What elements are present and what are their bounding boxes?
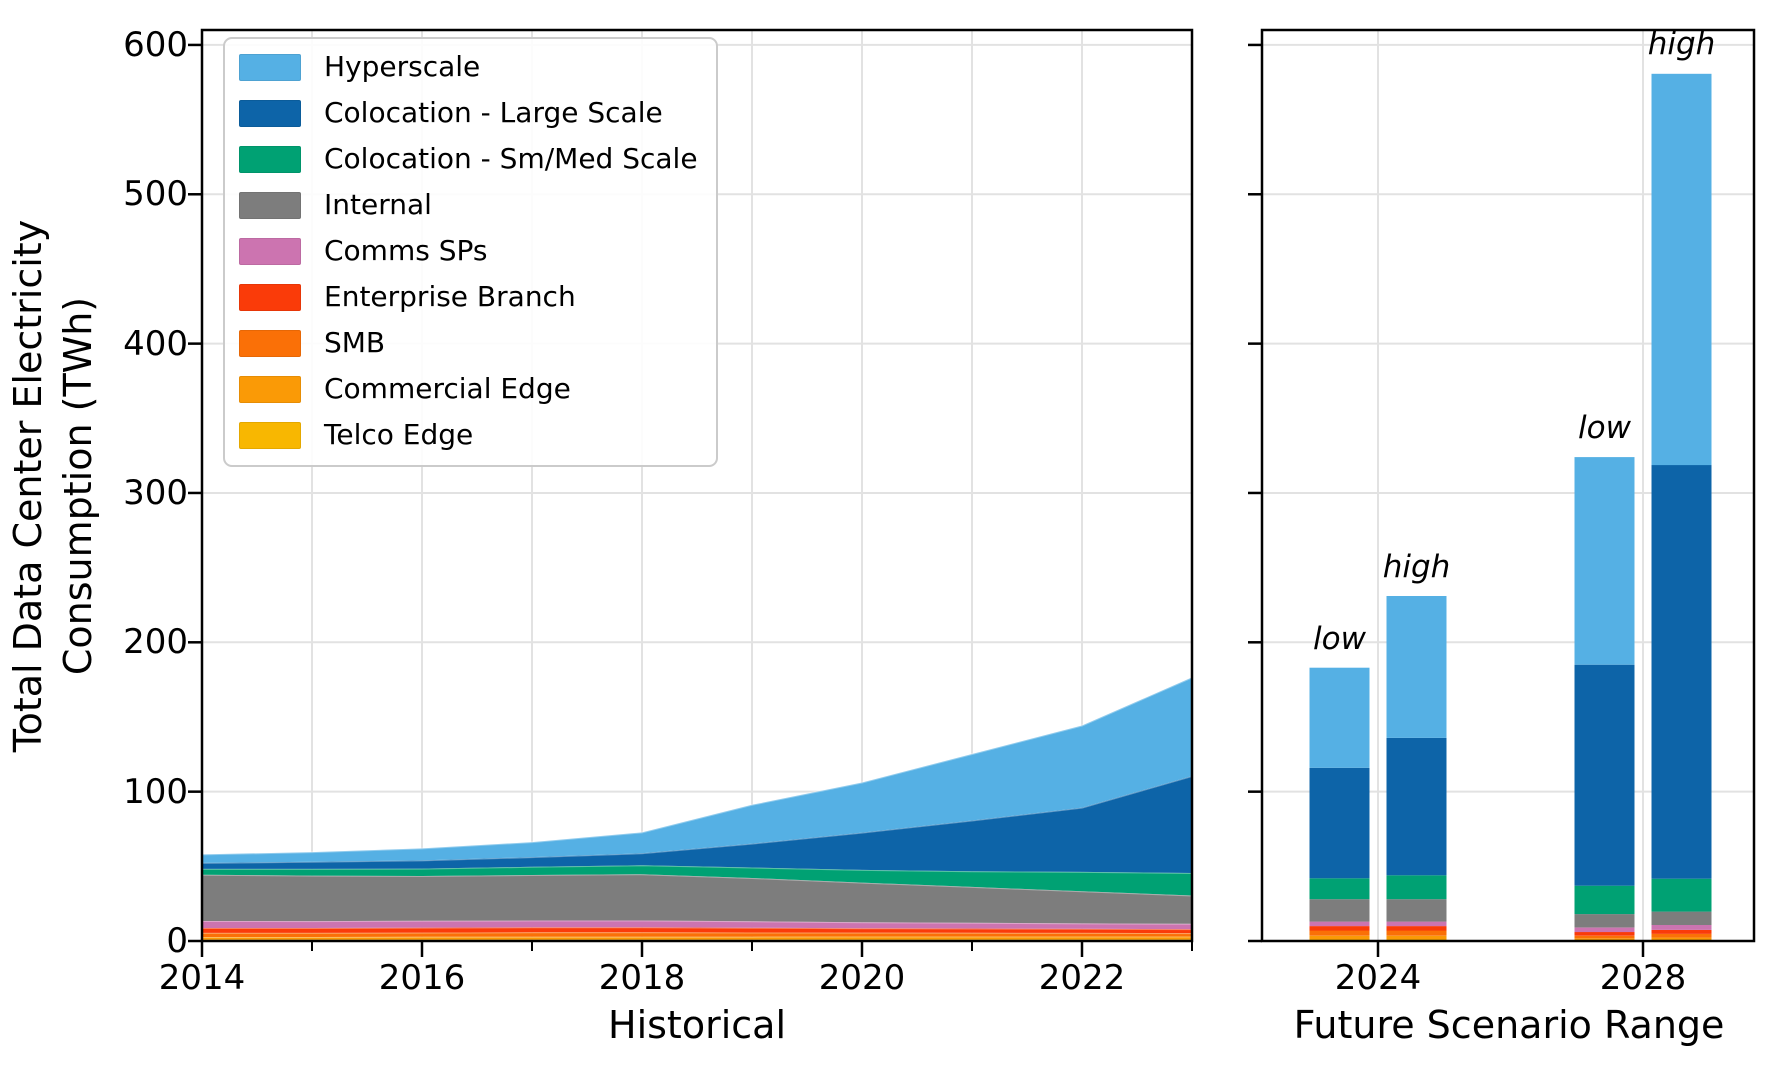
bar-segment-smb	[1651, 934, 1712, 938]
area-colocation-large-scale	[202, 776, 1192, 873]
legend-swatch-icon	[239, 375, 301, 403]
legend-item-enterprise-branch: Enterprise Branch	[239, 281, 698, 313]
bar-annotation-high: high	[1647, 26, 1716, 63]
bar-segment-comms-sps	[1309, 921, 1370, 927]
bar-segment-colocation-sm-med-scale	[1651, 878, 1712, 912]
bar-segment-commercial-edge	[1386, 935, 1447, 940]
legend-item-hyperscale: Hyperscale	[239, 51, 698, 83]
bar-segment-colocation-large-scale	[1386, 737, 1447, 876]
area-smb	[202, 932, 1192, 937]
bar-segment-smb	[1386, 930, 1447, 936]
area-hyperscale	[202, 677, 1192, 863]
legend-item-internal: Internal	[239, 189, 698, 221]
bar-segment-enterprise-branch	[1309, 926, 1370, 931]
bar-segment-hyperscale	[1386, 596, 1447, 738]
y-tick-label: 300	[123, 472, 188, 513]
legend-label: Colocation - Large Scale	[324, 96, 663, 129]
x-tick-label: 2024	[1334, 958, 1422, 998]
legend-item-comms-sps: Comms SPs	[239, 235, 698, 267]
bar-annotation-high: high	[1382, 549, 1451, 585]
legend-label: SMB	[324, 326, 386, 359]
bar-segment-colocation-sm-med-scale	[1309, 878, 1370, 900]
legend-swatch-icon	[239, 53, 301, 81]
bar-segment-smb	[1574, 935, 1635, 939]
legend-swatch-icon	[239, 99, 301, 127]
bar-segment-commercial-edge	[1574, 938, 1635, 941]
legend-item-smb: SMB	[239, 327, 698, 359]
x-tick-label: 2028	[1599, 958, 1687, 998]
legend-swatch-icon	[239, 237, 301, 265]
legend-label: Comms SPs	[324, 234, 488, 267]
bar-segment-comms-sps	[1386, 921, 1447, 927]
bar-segment-hyperscale	[1309, 667, 1370, 768]
legend-swatch-icon	[239, 329, 301, 357]
area-colocation-sm-med-scale	[202, 865, 1192, 896]
area-internal	[202, 874, 1192, 924]
y-tick-label: 100	[123, 771, 188, 812]
y-tick-label: 500	[123, 174, 188, 215]
axes-spine	[1260, 28, 1756, 943]
bar-segment-commercial-edge	[1651, 937, 1712, 941]
axes-spine	[200, 28, 1194, 943]
bar-segment-colocation-large-scale	[1309, 767, 1370, 879]
y-tick-label: 200	[123, 622, 188, 663]
area-enterprise-branch	[202, 927, 1192, 934]
bar-segment-internal	[1386, 899, 1447, 922]
bar-segment-internal	[1574, 914, 1635, 928]
bar-segment-colocation-large-scale	[1574, 664, 1635, 886]
legend-swatch-icon	[239, 421, 301, 449]
bar-segment-comms-sps	[1651, 925, 1712, 930]
area-edge-hyperscale	[201, 676, 1193, 856]
y-tick-label: 600	[123, 24, 188, 65]
x-tick-label: 2014	[158, 958, 246, 998]
bar-segment-commercial-edge	[1309, 935, 1370, 940]
bar-segment-colocation-sm-med-scale	[1574, 885, 1635, 915]
legend-label: Commercial Edge	[324, 372, 571, 405]
bar-annotation-low: low	[1313, 620, 1366, 657]
legend-swatch-icon	[239, 145, 301, 173]
bar-segment-hyperscale	[1574, 457, 1635, 665]
bar-segment-enterprise-branch	[1386, 926, 1447, 931]
legend-item-commercial-edge: Commercial Edge	[239, 373, 698, 405]
legend-label: Internal	[324, 188, 432, 221]
area-commercial-edge	[202, 936, 1192, 940]
legend-item-telco-edge: Telco Edge	[239, 419, 698, 451]
future-scenario-bar-chart	[1248, 28, 1756, 957]
bar-segment-smb	[1309, 930, 1370, 936]
y-tick-label: 0	[166, 921, 188, 961]
legend: Hyperscale Colocation - Large Scale Coloca…	[223, 37, 718, 467]
historical-axis-label: Historical	[608, 1003, 786, 1047]
x-tick-label: 2022	[1038, 958, 1126, 998]
bar-segment-internal	[1651, 911, 1712, 925]
bar-segment-internal	[1309, 899, 1370, 922]
x-tick-label: 2020	[818, 958, 906, 998]
bar-segment-colocation-sm-med-scale	[1386, 875, 1447, 900]
legend-label: Telco Edge	[324, 418, 474, 451]
x-tick-label: 2016	[378, 958, 466, 998]
legend-swatch-icon	[239, 283, 301, 311]
bar-segment-comms-sps	[1574, 927, 1635, 933]
legend-label: Enterprise Branch	[324, 280, 576, 313]
bar-segment-enterprise-branch	[1651, 929, 1712, 934]
legend-item-colocation-sm-med-scale: Colocation - Sm/Med Scale	[239, 143, 698, 175]
x-tick-label: 2018	[598, 958, 686, 998]
bar-segment-colocation-large-scale	[1651, 465, 1712, 879]
y-tick-label: 400	[123, 323, 188, 364]
future-axis-label: Future Scenario Range	[1293, 1003, 1725, 1047]
bar-segment-hyperscale	[1651, 73, 1712, 466]
legend-item-colocation-large-scale: Colocation - Large Scale	[239, 97, 698, 129]
legend-label: Colocation - Sm/Med Scale	[324, 142, 698, 175]
bar-annotation-low: low	[1578, 410, 1631, 447]
legend-swatch-icon	[239, 191, 301, 219]
bar-segment-enterprise-branch	[1574, 932, 1635, 936]
legend-label: Hyperscale	[324, 50, 481, 83]
area-comms-sps	[202, 920, 1192, 930]
